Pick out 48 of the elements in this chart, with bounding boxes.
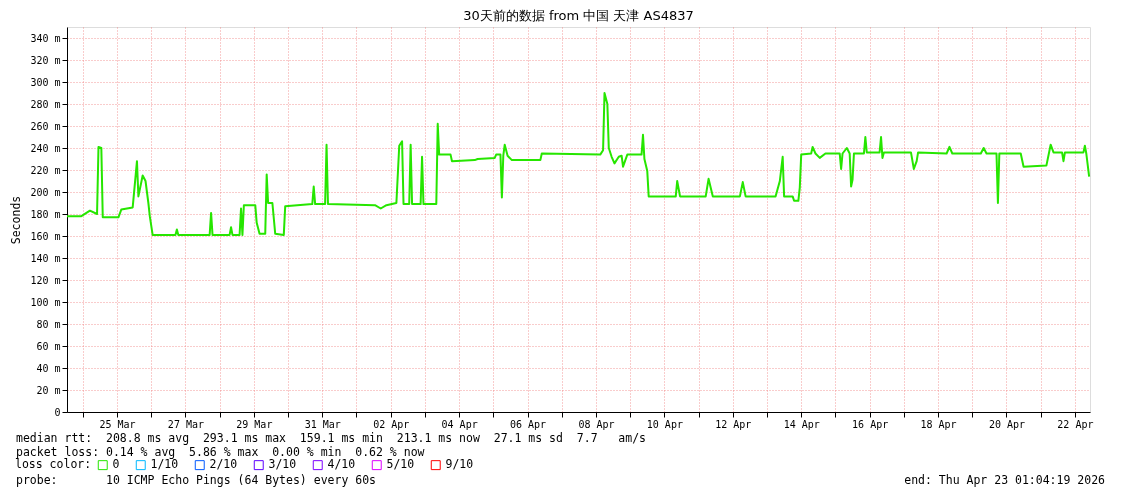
x-tick-label: 06 Apr	[509, 418, 547, 430]
x-tick-label: 02 Apr	[373, 418, 410, 430]
y-tick-label: 280 m	[30, 98, 61, 110]
y-tick-label: 320 m	[30, 54, 61, 66]
y-tick-label: 100 m	[30, 296, 61, 308]
chart-title: 30天前的数据 from 中国 天津 AS4837	[463, 8, 694, 23]
legend-label: 4/10	[327, 457, 356, 472]
legend-label: 9/10	[445, 457, 474, 472]
y-tick-label: 160 m	[30, 230, 61, 242]
text: end: Thu Apr 23 01:04:19 2026	[904, 473, 1105, 487]
x-tick-label: 10 Apr	[646, 418, 683, 430]
x-tick-label: 29 Mar	[236, 418, 273, 430]
x-tick-label: 16 Apr	[852, 418, 889, 430]
text: packet loss: 0.14 % avg 5.86 % max 0.00 % min 0.62 % now	[16, 445, 425, 459]
y-tick-label: 40 m	[36, 362, 61, 374]
y-tick-label: 180 m	[30, 208, 61, 220]
y-tick-label: 240 m	[30, 142, 61, 154]
line-series	[66, 92, 1091, 236]
x-tick-label: 20 Apr	[988, 418, 1026, 430]
legend-label: 3/10	[268, 457, 297, 472]
x-tick-label: 08 Apr	[578, 418, 615, 430]
x-tick-label: 31 Mar	[304, 418, 341, 430]
y-tick-label: 340 m	[30, 32, 61, 44]
x-tick-label: 12 Apr	[715, 418, 752, 430]
legend-label: 5/10	[386, 457, 415, 472]
text: median rtt: 208.8 ms avg 293.1 ms max 159.1 ms min 213.1 ms now 27.1 ms sd 7.7 am/s	[16, 431, 647, 445]
y-tick-label: 120 m	[30, 274, 61, 286]
y-tick-label: 260 m	[30, 120, 61, 132]
y-tick-label: 0	[54, 406, 61, 418]
x-tick-label: 18 Apr	[920, 418, 957, 430]
x-tick-label: 22 Apr	[1057, 418, 1094, 430]
y-tick-label: 20 m	[36, 384, 61, 396]
y-tick-label: 300 m	[30, 76, 61, 88]
legend-label: 0	[112, 457, 120, 472]
y-tick-label: 220 m	[30, 164, 61, 176]
x-tick-label: 04 Apr	[441, 418, 478, 430]
x-tick-label: 27 Mar	[167, 418, 204, 430]
legend-label: 1/10	[150, 457, 179, 472]
legend-label: 2/10	[209, 457, 238, 472]
y-tick-label: 80 m	[36, 318, 61, 330]
legend-title: loss color:	[15, 457, 92, 471]
x-tick-label: 14 Apr	[783, 418, 820, 430]
y-tick-label: 200 m	[30, 186, 61, 198]
text: probe: 10 ICMP Echo Pings (64 Bytes) every 60s	[16, 473, 377, 487]
y-tick-label: 140 m	[30, 252, 61, 264]
y-axis-title: Seconds	[9, 195, 24, 245]
x-tick-label: 25 Mar	[99, 418, 136, 430]
y-tick-label: 60 m	[36, 340, 61, 352]
